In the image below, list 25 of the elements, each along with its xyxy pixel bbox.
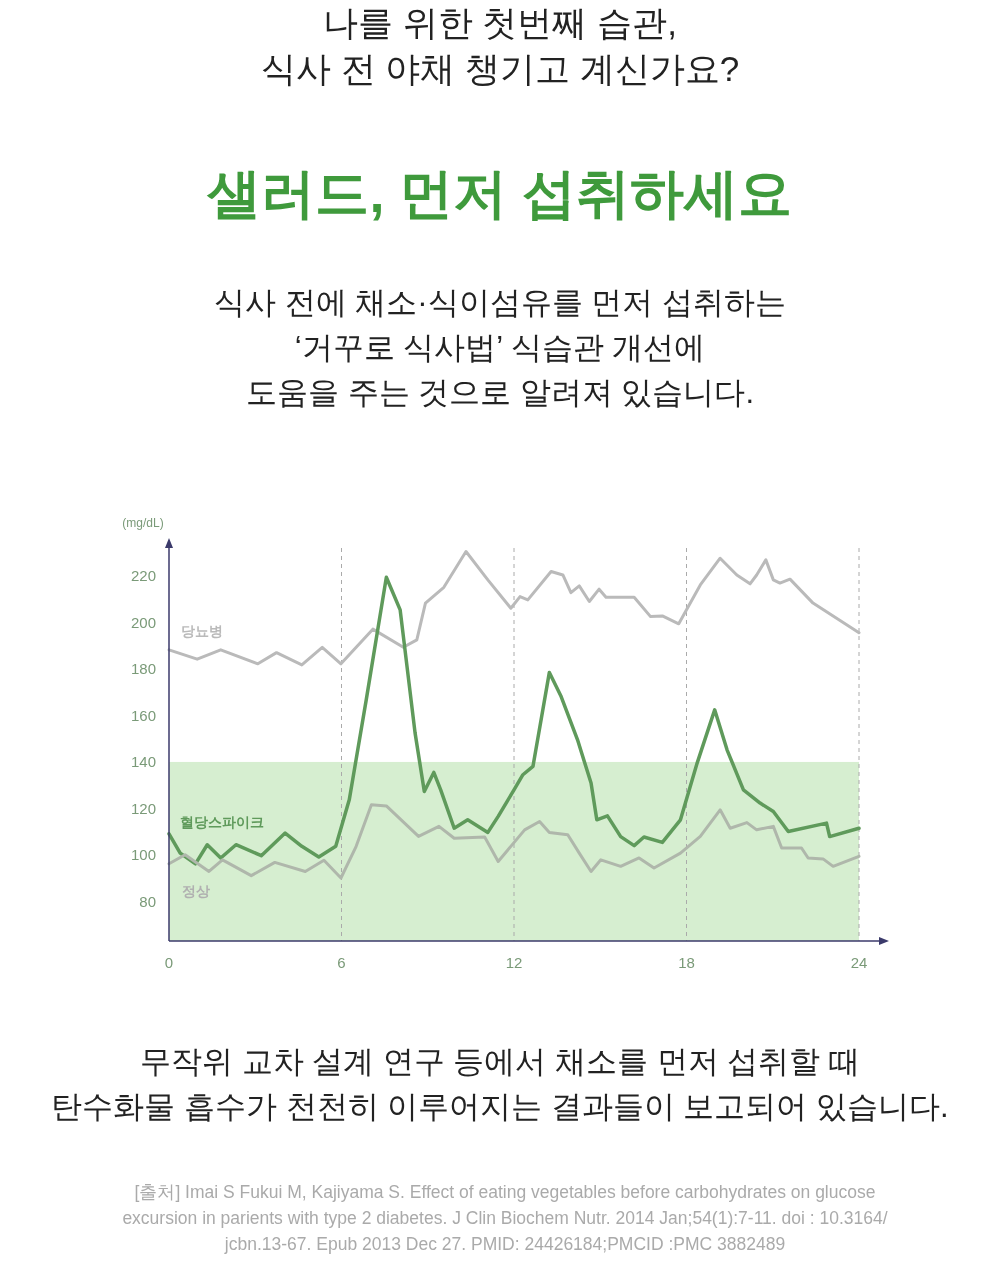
x-tick-label: 6 [337,954,346,971]
chart-title: 나를 위한 첫번째 습관, 식사 전 야채 챙기고 계신가요? [260,3,740,88]
series-label: 정상 [182,883,210,899]
text: [출처] Imai S Fukui M, Kajiyama S. Effect of eating vegetables before carbohydrates on glucose excursion in parients with type 2 diabetes. J Clin Biochem Nutr. 2014 Jan;54(1):7-11. doi : 10.3164/ jcbn.13-67. Epub 2013 Dec 27. PMID: 24426184;PMCID :PMC 3882489 [122,1182,888,1254]
line-series [167,803,861,880]
text: 식사 전에 채소·식이섬유를 먼저 섭취하는 ‘거꾸로 식사법’ 식습관 개선에 도움을 주는 것으로 알려져 있습니다. [214,285,786,410]
y-tick-label: 120 [130,799,156,817]
y-tick-label: 200 [130,613,156,631]
x-tick-label: 0 [164,954,174,971]
series-label: 혈당스파이크 [180,814,264,830]
line-series [167,549,861,667]
y-tick-label: 180 [130,660,156,678]
y-tick-label: 140 [130,753,156,771]
y-tick-label: 100 [130,846,156,864]
x-tick-label: 24 [850,954,868,971]
x-tick-label: 12 [505,954,523,971]
line-series [167,575,861,866]
text: 무작위 교차 설계 연구 등에서 채소를 먼저 섭취할 때 탄수화물 흡수가 천천히 이루어지는 결과들이 보고되어 있습니다. [51,1044,949,1124]
series-label: 당뇨병 [181,623,223,639]
x-tick-label: 18 [678,954,695,971]
chart-subtitle: 샐러드, 먼저 섭취하세요 [206,163,793,223]
y-axis-title: (mg/dL) [122,516,164,530]
y-tick-label: 80 [139,892,156,910]
y-tick-label: 220 [130,567,156,585]
y-tick-label: 160 [130,706,156,724]
